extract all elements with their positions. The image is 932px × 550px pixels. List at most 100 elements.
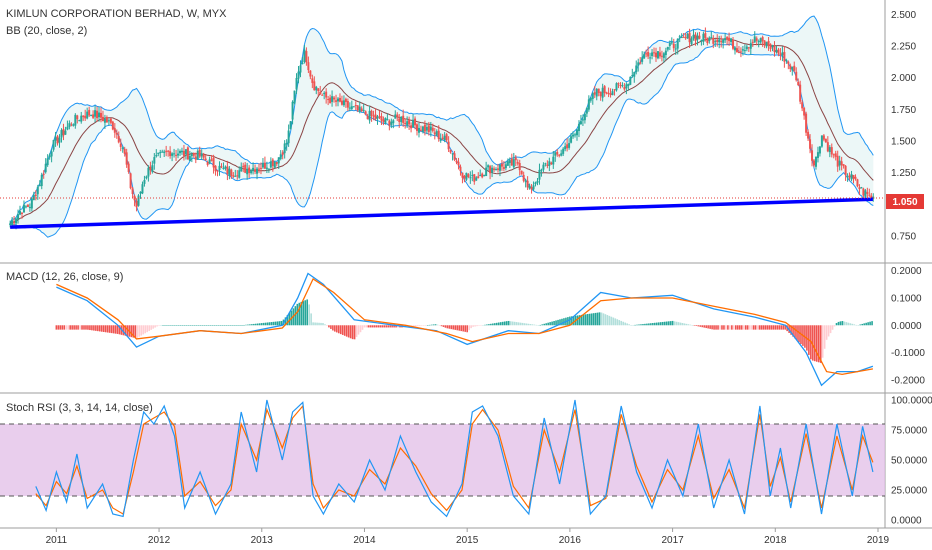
macd-histogram-bar[interactable]	[817, 325, 820, 363]
macd-histogram-bar[interactable]	[436, 324, 439, 326]
candle-body[interactable]	[779, 53, 782, 55]
macd-histogram-bar[interactable]	[831, 325, 834, 330]
macd-histogram-bar[interactable]	[705, 325, 707, 329]
candle-body[interactable]	[633, 71, 636, 77]
candle-body[interactable]	[570, 136, 573, 143]
candle-body[interactable]	[111, 121, 114, 130]
macd-histogram-bar[interactable]	[142, 325, 145, 335]
candle-body[interactable]	[751, 41, 754, 43]
candle-body[interactable]	[155, 155, 158, 157]
candle-body[interactable]	[163, 151, 166, 153]
candle-body[interactable]	[757, 41, 760, 43]
candle-body[interactable]	[125, 152, 128, 165]
macd-histogram-bar[interactable]	[373, 325, 376, 328]
macd-histogram-bar[interactable]	[606, 315, 609, 326]
macd-histogram-bar[interactable]	[523, 323, 526, 326]
macd-histogram-bar[interactable]	[454, 325, 457, 330]
candle-body[interactable]	[726, 37, 729, 40]
macd-histogram-bar[interactable]	[77, 325, 79, 330]
macd-histogram-bar[interactable]	[707, 325, 709, 329]
macd-histogram-bar[interactable]	[97, 325, 99, 332]
macd-histogram-bar[interactable]	[871, 321, 873, 326]
candle-body[interactable]	[145, 176, 148, 179]
macd-histogram-bar[interactable]	[397, 325, 399, 328]
candle-body[interactable]	[676, 38, 679, 49]
candle-body[interactable]	[68, 123, 71, 127]
candle-body[interactable]	[103, 118, 106, 123]
candle-body[interactable]	[129, 173, 132, 189]
macd-histogram-bar[interactable]	[531, 324, 534, 326]
macd-histogram-bar[interactable]	[525, 323, 528, 326]
candle-body[interactable]	[520, 170, 523, 175]
candle-body[interactable]	[165, 150, 168, 152]
macd-histogram-bar[interactable]	[61, 325, 64, 330]
macd-histogram-bar[interactable]	[470, 325, 472, 329]
macd-histogram-bar[interactable]	[740, 325, 743, 330]
candle-body[interactable]	[854, 176, 857, 180]
macd-histogram-bar[interactable]	[835, 323, 838, 326]
candle-body[interactable]	[838, 160, 841, 166]
macd-histogram-bar[interactable]	[152, 325, 154, 329]
candle-body[interactable]	[818, 146, 821, 154]
candle-body[interactable]	[439, 138, 442, 141]
macd-histogram-bar[interactable]	[172, 325, 174, 326]
macd-histogram-bar[interactable]	[320, 322, 322, 326]
macd-histogram-bar[interactable]	[249, 324, 251, 326]
candle-body[interactable]	[232, 175, 235, 177]
candle-body[interactable]	[398, 118, 401, 122]
macd-histogram-bar[interactable]	[387, 325, 389, 328]
macd-histogram-bar[interactable]	[365, 325, 368, 328]
macd-histogram-bar[interactable]	[136, 325, 139, 338]
macd-histogram-bar[interactable]	[849, 323, 852, 326]
candle-body[interactable]	[674, 48, 677, 50]
candle-body[interactable]	[607, 92, 610, 94]
candle-body[interactable]	[662, 53, 665, 58]
macd-histogram-bar[interactable]	[334, 325, 336, 332]
candle-body[interactable]	[313, 81, 316, 91]
macd-histogram-bar[interactable]	[446, 325, 449, 329]
candle-body[interactable]	[414, 118, 417, 126]
candle-body[interactable]	[785, 59, 788, 61]
macd-histogram-bar[interactable]	[57, 325, 60, 330]
candle-body[interactable]	[698, 35, 701, 39]
candle-body[interactable]	[747, 47, 750, 49]
macd-histogram-bar[interactable]	[225, 325, 228, 326]
candle-body[interactable]	[400, 116, 403, 123]
candle-body[interactable]	[481, 173, 484, 178]
candle-body[interactable]	[303, 49, 306, 63]
macd-histogram-bar[interactable]	[112, 325, 115, 334]
macd-histogram-bar[interactable]	[679, 322, 682, 326]
macd-histogram-bar[interactable]	[652, 323, 654, 326]
candle-body[interactable]	[532, 185, 535, 190]
candle-body[interactable]	[50, 151, 53, 157]
macd-histogram-bar[interactable]	[709, 325, 711, 329]
macd-histogram-bar[interactable]	[233, 325, 235, 326]
macd-histogram-bar[interactable]	[375, 325, 378, 328]
macd-histogram-bar[interactable]	[229, 325, 231, 326]
candle-body[interactable]	[645, 53, 648, 55]
macd-histogram-bar[interactable]	[349, 325, 352, 339]
candle-body[interactable]	[412, 119, 415, 128]
macd-histogram-bar[interactable]	[239, 325, 241, 326]
candle-body[interactable]	[791, 66, 794, 71]
macd-histogram-bar[interactable]	[235, 325, 237, 326]
candle-body[interactable]	[206, 161, 209, 165]
candle-body[interactable]	[467, 174, 470, 178]
macd-histogram-bar[interactable]	[600, 312, 603, 326]
candle-body[interactable]	[370, 110, 373, 116]
candle-body[interactable]	[84, 115, 87, 119]
candle-body[interactable]	[242, 165, 245, 167]
macd-histogram-bar[interactable]	[482, 325, 484, 326]
candle-body[interactable]	[263, 162, 266, 169]
candle-body[interactable]	[678, 36, 681, 38]
macd-histogram-bar[interactable]	[258, 323, 261, 326]
macd-histogram-bar[interactable]	[505, 321, 508, 326]
macd-histogram-bar[interactable]	[496, 322, 498, 326]
candle-body[interactable]	[668, 42, 671, 46]
candle-body[interactable]	[261, 162, 264, 168]
candle-body[interactable]	[80, 115, 83, 122]
candle-body[interactable]	[307, 62, 310, 71]
candle-body[interactable]	[518, 163, 521, 171]
macd-histogram-bar[interactable]	[347, 325, 350, 338]
macd-histogram-bar[interactable]	[122, 325, 125, 336]
